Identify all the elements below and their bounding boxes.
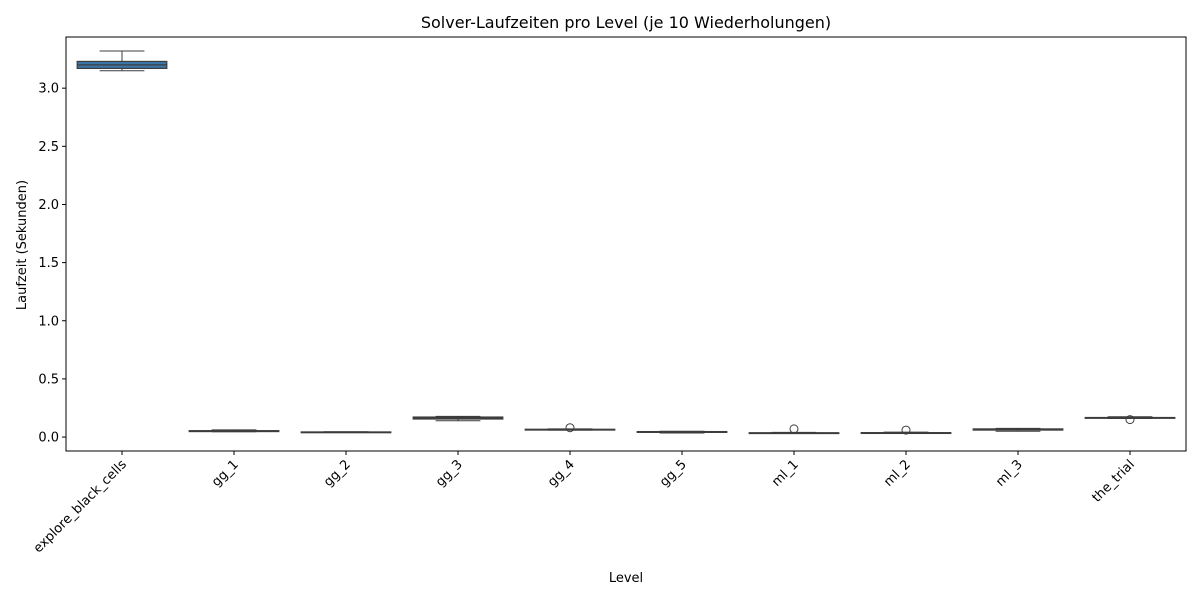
box-gg_5 [636, 430, 728, 434]
box-gg_4 [524, 423, 616, 433]
y-axis: 0.0 0.5 1.0 1.5 2.0 2.5 3.0 [38, 82, 66, 446]
box-ml_3 [972, 427, 1064, 432]
x-tick-label: gg_5 [657, 457, 690, 490]
outlier-point [565, 423, 575, 433]
y-tick-label: 0.5 [38, 372, 59, 387]
box-gg_2 [300, 431, 392, 434]
y-tick-label: 1.5 [38, 256, 59, 271]
x-tick-label: gg_4 [545, 457, 578, 490]
x-tick-label: ml_3 [993, 457, 1026, 490]
x-tick-label: gg_2 [321, 457, 354, 490]
chart-title: Solver-Laufzeiten pro Level (je 10 Wiede… [421, 13, 831, 32]
box-ml_2 [860, 425, 952, 435]
y-tick-label: 3.0 [38, 82, 59, 97]
y-tick-label: 2.5 [38, 140, 59, 155]
box-gg_3 [412, 415, 504, 422]
box-the_trial [1084, 415, 1176, 425]
x-tick-label: explore_black_cells [31, 457, 130, 556]
x-axis: explore_black_cells gg_1 gg_2 gg_3 gg_4 gg_5 m… [31, 451, 1138, 556]
plot-frame [65, 36, 1187, 452]
x-tick-label: ml_2 [881, 457, 914, 490]
x-axis-label: Level [609, 571, 643, 586]
plot-area [65, 36, 1187, 452]
box-explore_black_cells [76, 50, 168, 72]
x-tick-label: gg_3 [433, 457, 466, 490]
y-axis-label: Laufzeit (Sekunden) [15, 180, 30, 310]
box-gg_1 [188, 429, 280, 433]
x-tick-label: the_trial [1089, 457, 1137, 505]
y-tick-label: 0.0 [38, 431, 59, 446]
outlier-point [1125, 415, 1135, 425]
x-tick-label: gg_1 [209, 457, 242, 490]
x-tick-label: ml_1 [769, 457, 802, 490]
box-ml_1 [748, 424, 840, 435]
y-tick-label: 1.0 [38, 314, 59, 329]
outlier-point [901, 425, 911, 435]
outlier-point [789, 424, 799, 434]
y-tick-label: 2.0 [38, 198, 59, 213]
